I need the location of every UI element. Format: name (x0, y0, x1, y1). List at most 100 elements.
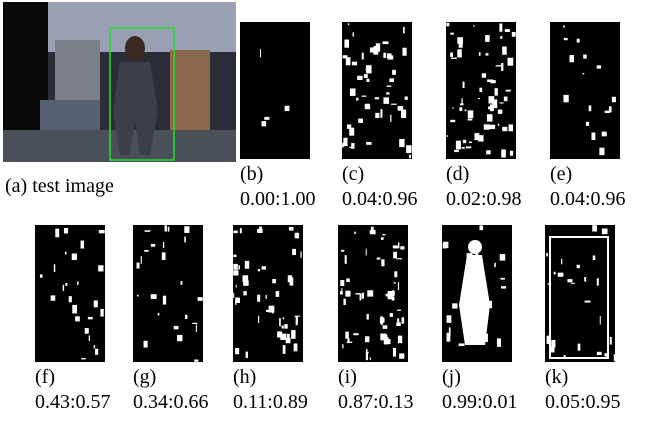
mask-speck (350, 88, 356, 95)
mask-speck (409, 155, 411, 158)
mask-speck (348, 23, 349, 25)
mask-speck (144, 341, 148, 348)
mask-ratio: 0.04:0.96 (342, 188, 418, 210)
mask-speck (388, 339, 390, 344)
mask-speck (344, 40, 349, 48)
mask-speck (235, 303, 236, 305)
mask-label: (c) (342, 163, 364, 185)
mask-speck (479, 52, 481, 56)
mask-speck (500, 278, 505, 280)
mask-speck (235, 298, 240, 303)
mask-speck (51, 295, 56, 300)
mask-speck (181, 281, 183, 285)
mask-speck (236, 285, 237, 288)
mask-ratio: 0.87:0.13 (338, 391, 414, 413)
mask-speck (257, 295, 260, 302)
mask-speck (391, 104, 397, 105)
mask-speck (358, 119, 363, 123)
mask-speck (168, 227, 170, 232)
mask-speck (145, 230, 151, 232)
mask-speck (99, 230, 105, 233)
mask-speck (400, 246, 404, 249)
mask-speck (609, 106, 612, 112)
mask-speck (361, 96, 366, 97)
mask-speck (462, 147, 465, 149)
mask-speck (342, 344, 343, 348)
mask-speck (366, 79, 369, 82)
mask-speck (257, 229, 263, 233)
mask-speck (478, 135, 483, 141)
mask-speck (88, 317, 93, 319)
mask-ratio: 0.11:0.89 (233, 391, 308, 413)
mask-speck (459, 107, 462, 111)
mask-speck (196, 324, 197, 332)
mask-speck (69, 296, 72, 302)
mask-speck (597, 278, 599, 285)
mask-speck (586, 122, 589, 126)
mask-speck (375, 113, 379, 118)
mask-speck (295, 233, 299, 239)
mask-speck (184, 226, 189, 233)
mask-speck (300, 252, 301, 258)
mask-speck (362, 293, 364, 299)
mask-speck (40, 274, 43, 277)
mask-speck (564, 38, 568, 40)
mask-speck (346, 278, 350, 282)
mask-speck (184, 237, 186, 243)
mask-speck (72, 305, 77, 314)
mask-speck (387, 53, 392, 58)
mask-speck (64, 228, 68, 234)
mask-speck (349, 147, 352, 148)
mask-speck (610, 337, 612, 345)
mask-speck (403, 27, 405, 34)
mask-speck (360, 294, 362, 301)
mask-speck (343, 299, 345, 305)
mask-speck (393, 348, 396, 357)
mask-speck (163, 242, 164, 248)
mask-speck (485, 53, 488, 56)
mask-speck (235, 348, 239, 354)
mask-speck (397, 258, 403, 259)
mask-speck (478, 98, 480, 99)
mask-speck (465, 110, 467, 112)
mask-speck (463, 82, 465, 88)
mask-speck (446, 23, 449, 27)
mask-speck (287, 334, 290, 338)
mask-ratio: 0.05:0.95 (545, 391, 621, 413)
mask-speck (502, 46, 507, 54)
mask-speck (266, 295, 267, 299)
mask-ratio: 0.02:0.98 (446, 188, 522, 210)
mask-speck (473, 25, 474, 27)
mask-speck (272, 279, 276, 283)
mask-speck (345, 255, 347, 264)
mask-speck (500, 36, 502, 39)
mask-speck (362, 53, 364, 60)
mask-speck (258, 316, 259, 323)
mask-speck (498, 110, 502, 114)
mask-speck (394, 271, 397, 277)
mask-speck (282, 326, 284, 329)
mask-speck (499, 102, 503, 103)
mask-speck (233, 255, 236, 258)
mask-speck (492, 99, 497, 108)
mask-speck (370, 47, 374, 52)
mask-speck (381, 259, 384, 266)
mask-speck (452, 303, 457, 308)
mask-speck (382, 41, 388, 44)
mask-speck (340, 291, 343, 295)
mask-speck (561, 259, 562, 265)
mask-speck (366, 249, 367, 256)
mask-speck (262, 266, 267, 269)
mask-speck (380, 109, 382, 118)
mask-speck (258, 269, 260, 271)
image-shelf (55, 40, 100, 100)
mask-speck (367, 314, 369, 320)
mask-speck (393, 252, 397, 259)
mask-speck (240, 228, 242, 233)
mask-speck (592, 225, 597, 231)
mask-speck (397, 310, 401, 311)
mask-speck (89, 335, 90, 341)
image-door (170, 50, 210, 140)
mask-speck (386, 294, 391, 297)
mask-speck (233, 293, 234, 298)
